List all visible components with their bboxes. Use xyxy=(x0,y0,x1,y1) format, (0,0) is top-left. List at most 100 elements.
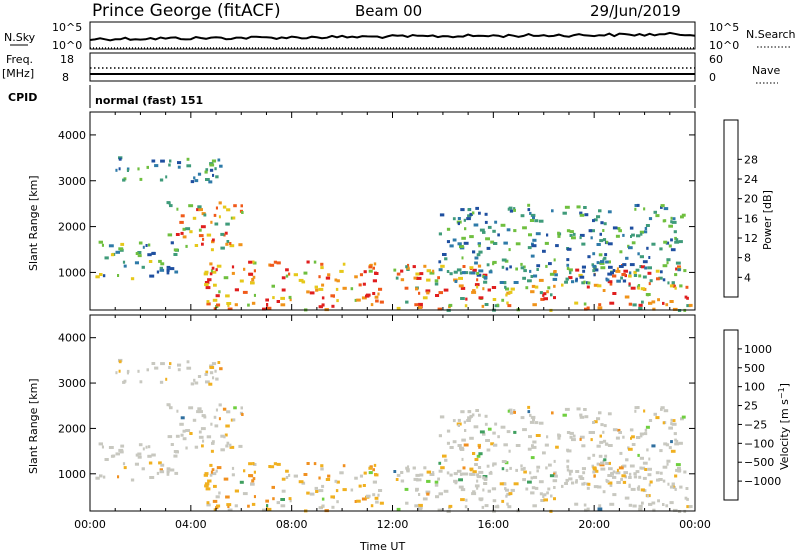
velocity-cell xyxy=(672,419,676,423)
velocity-cell xyxy=(457,424,460,427)
velocity-cell xyxy=(543,493,547,497)
power-cell xyxy=(538,219,544,223)
power-cell xyxy=(463,241,469,245)
power-cell xyxy=(621,273,626,276)
power-cell xyxy=(273,260,277,264)
power-cell xyxy=(566,247,572,251)
velocity-cell xyxy=(652,508,656,512)
velocity-cell xyxy=(461,438,466,442)
velocity-cbar-tick-label-4: −25 xyxy=(744,418,767,431)
velocity-cell xyxy=(546,491,549,495)
velocity-cell xyxy=(206,501,210,505)
power-cell xyxy=(198,234,204,238)
power-cell xyxy=(417,302,423,306)
velocity-cell xyxy=(253,495,256,499)
power-cell xyxy=(471,211,475,215)
velocity-cell xyxy=(467,410,471,414)
velocity-cell xyxy=(618,431,622,434)
velocity-cell xyxy=(458,485,464,489)
velocity-cell xyxy=(209,473,213,477)
power-cell xyxy=(426,269,432,273)
velocity-cell xyxy=(318,489,324,493)
power-cell xyxy=(293,273,298,277)
power-cell xyxy=(306,290,310,294)
power-cell xyxy=(628,274,632,278)
power-cell xyxy=(545,264,548,268)
velocity-cell xyxy=(110,454,115,458)
power-cell xyxy=(438,260,442,264)
velocity-cell xyxy=(474,458,479,461)
power-cell xyxy=(320,262,324,266)
velocity-cell xyxy=(280,498,285,501)
velocity-cell xyxy=(553,486,556,489)
velocity-cell xyxy=(592,453,596,457)
power-cell xyxy=(331,304,335,308)
power-cell xyxy=(607,242,613,246)
power-ytick-label-0: 1000 xyxy=(58,266,86,279)
power-cell xyxy=(529,211,532,215)
power-cbar-frame xyxy=(723,119,739,298)
velocity-cell xyxy=(549,474,555,478)
velocity-cell xyxy=(298,480,304,484)
power-cell xyxy=(602,238,607,242)
velocity-cell xyxy=(459,472,463,476)
velocity-cell xyxy=(438,461,442,465)
power-cell xyxy=(182,235,187,239)
power-cell xyxy=(508,206,513,210)
power-cell xyxy=(598,253,603,257)
power-cell xyxy=(592,219,595,223)
velocity-cell xyxy=(670,418,673,422)
power-cell xyxy=(135,252,139,255)
power-cell xyxy=(147,243,151,247)
velocity-cell xyxy=(321,504,325,508)
power-cell xyxy=(630,286,636,290)
power-cell xyxy=(505,287,510,291)
velocity-cell xyxy=(523,466,526,470)
power-cell xyxy=(571,236,576,240)
power-cell xyxy=(426,278,431,282)
velocity-cell xyxy=(377,493,380,497)
velocity-cbar-tick-label-6: −500 xyxy=(744,456,774,469)
velocity-cell xyxy=(582,471,586,475)
power-cell xyxy=(439,213,445,217)
power-cell xyxy=(591,263,595,267)
power-cell xyxy=(637,252,640,256)
velocity-cell xyxy=(306,462,310,465)
velocity-cell xyxy=(356,499,361,503)
power-cell xyxy=(379,300,384,304)
power-cell xyxy=(674,273,678,277)
velocity-cell xyxy=(621,474,626,478)
velocity-cell xyxy=(449,446,454,449)
velocity-cell xyxy=(204,472,209,476)
velocity-cell xyxy=(476,454,481,458)
power-cell xyxy=(404,286,409,290)
power-cell xyxy=(599,239,604,243)
power-cell xyxy=(437,276,440,280)
station-title: Prince George (fitACF) xyxy=(92,1,281,21)
velocity-cell xyxy=(204,482,210,486)
velocity-cell xyxy=(325,478,331,481)
power-cell xyxy=(492,229,496,233)
power-cell xyxy=(625,256,629,260)
velocity-cell xyxy=(630,436,632,440)
velocity-cell xyxy=(648,502,653,506)
velocity-cell xyxy=(679,485,683,489)
power-cell xyxy=(206,300,210,304)
velocity-cell xyxy=(543,498,548,502)
velocity-cell xyxy=(368,471,373,475)
velocity-cell xyxy=(146,368,149,372)
velocity-cell xyxy=(215,506,219,510)
power-cell xyxy=(553,284,556,288)
velocity-cell xyxy=(216,466,222,470)
power-cell xyxy=(149,274,155,278)
power-cell xyxy=(566,267,570,270)
velocity-cell xyxy=(285,476,289,479)
power-cell xyxy=(205,168,209,172)
velocity-cell xyxy=(597,507,603,511)
power-cell xyxy=(472,268,477,272)
velocity-cell xyxy=(587,456,591,460)
power-cell xyxy=(659,247,663,251)
velocity-cell xyxy=(334,479,338,483)
power-cell xyxy=(547,286,551,290)
power-cell xyxy=(528,233,532,237)
